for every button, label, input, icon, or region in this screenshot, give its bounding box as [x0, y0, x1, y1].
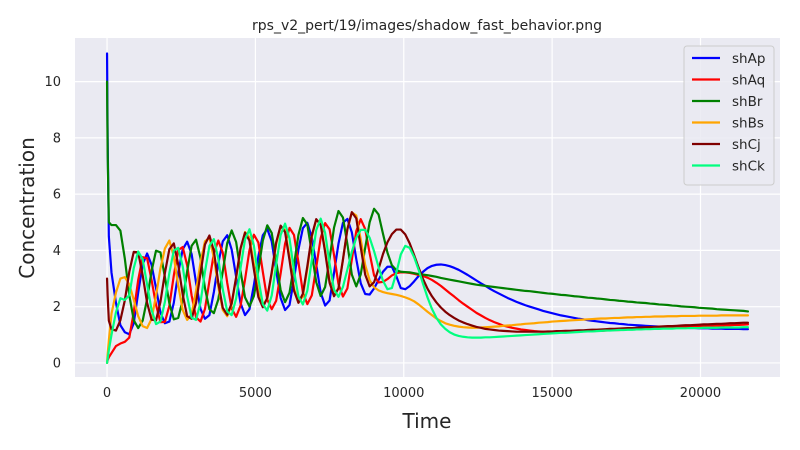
legend-label: shAq [732, 73, 765, 89]
y-tick-label: 8 [53, 131, 61, 146]
legend-label: shAp [732, 51, 765, 67]
x-tick-label: 20000 [680, 386, 721, 401]
x-tick-label: 15000 [531, 386, 572, 401]
legend-label: shCj [732, 137, 761, 153]
y-axis-label: Concentration [15, 137, 39, 278]
y-tick-label: 10 [44, 75, 61, 90]
x-tick-label: 0 [103, 386, 111, 401]
series-lines [105, 52, 750, 365]
legend-box [683, 45, 775, 186]
legend-label: shCk [732, 159, 765, 175]
chart-title: rps_v2_pert/19/images/shadow_fast_behavi… [252, 18, 602, 34]
legend-label: shBs [732, 116, 764, 132]
tick-labels: 0 5000 10000 15000 20000 0 2 4 6 8 10 [44, 75, 721, 401]
y-tick-label: 0 [53, 356, 61, 371]
legend-label: shBr [732, 94, 763, 110]
x-tick-label: 10000 [383, 386, 424, 401]
series-line-shCj [105, 211, 750, 333]
y-tick-label: 6 [53, 188, 61, 203]
x-tick-label: 5000 [239, 386, 272, 401]
y-tick-label: 2 [53, 300, 61, 315]
series-line-shBr [105, 80, 750, 330]
y-tick-label: 4 [53, 244, 61, 259]
legend: shAp shAq shBr shBs shCj shCk [683, 45, 775, 186]
series-line-shCk [105, 217, 750, 365]
series-line-shAp [105, 52, 750, 336]
x-axis-label: Time [402, 409, 452, 433]
plot-area [75, 38, 780, 377]
